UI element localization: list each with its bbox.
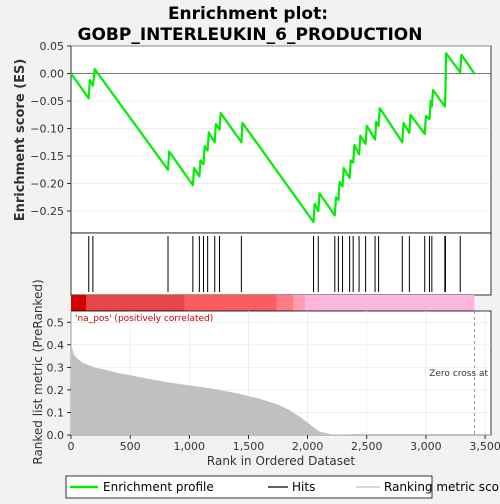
rank-colorbar-segment	[86, 295, 185, 311]
metric-ytick-label: 0.0	[47, 429, 65, 442]
rank-colorbar-segment	[293, 295, 306, 311]
es-ytick-label: 0.00	[40, 68, 65, 81]
rank-colorbar-segment	[305, 295, 475, 311]
metric-ylabel: Ranked list metric (PreRanked)	[31, 279, 45, 464]
rank-colorbar-segment	[276, 295, 294, 311]
legend-label: Hits	[292, 480, 315, 494]
metric-ytick-label: 0.3	[47, 361, 65, 374]
positive-correlation-label: 'na_pos' (positively correlated)	[75, 314, 213, 324]
metric-ytick-label: 0.5	[47, 316, 65, 329]
chart-title-line2: GOBP_INTERLEUKIN_6_PRODUCTION	[78, 25, 423, 45]
hits-panel	[70, 232, 492, 296]
metric-ytick-label: 0.4	[47, 339, 65, 352]
es-ytick-label: −0.25	[30, 205, 64, 218]
es-ytick-label: 0.05	[40, 40, 65, 53]
legend-label: Enrichment profile	[103, 480, 214, 494]
chart-title-line1: Enrichment plot:	[168, 4, 328, 24]
metric-xtick-label: 3,500	[469, 440, 500, 453]
es-ytick-label: −0.10	[30, 123, 64, 136]
es-ylabel: Enrichment score (ES)	[13, 59, 28, 222]
es-panel	[70, 45, 492, 234]
es-ytick-label: −0.15	[30, 150, 64, 163]
es-ytick-label: −0.05	[30, 95, 64, 108]
metric-xtick-label: 3,000	[410, 440, 442, 453]
metric-ytick-label: 0.1	[47, 406, 65, 419]
rank-colorbar-segment	[71, 295, 87, 311]
es-curve	[70, 52, 476, 224]
metric-xtick-label: 1,500	[233, 440, 265, 453]
legend-box	[65, 475, 433, 499]
es-ytick-label: −0.20	[30, 178, 64, 191]
metric-xtick-label: 0	[68, 440, 75, 453]
rank-colorbar-segment	[184, 295, 277, 311]
metric-ytick-label: 0.2	[47, 384, 65, 397]
metric-xlabel: Rank in Ordered Dataset	[207, 454, 355, 468]
zero-cross-label: Zero cross at	[429, 369, 488, 379]
metric-area	[71, 342, 475, 435]
metric-xtick-label: 2,000	[292, 440, 324, 453]
metric-xtick-label: 500	[120, 440, 141, 453]
metric-xtick-label: 1,000	[174, 440, 206, 453]
metric-xtick-label: 2,500	[351, 440, 383, 453]
legend-label: Ranking metric scores	[384, 480, 500, 494]
